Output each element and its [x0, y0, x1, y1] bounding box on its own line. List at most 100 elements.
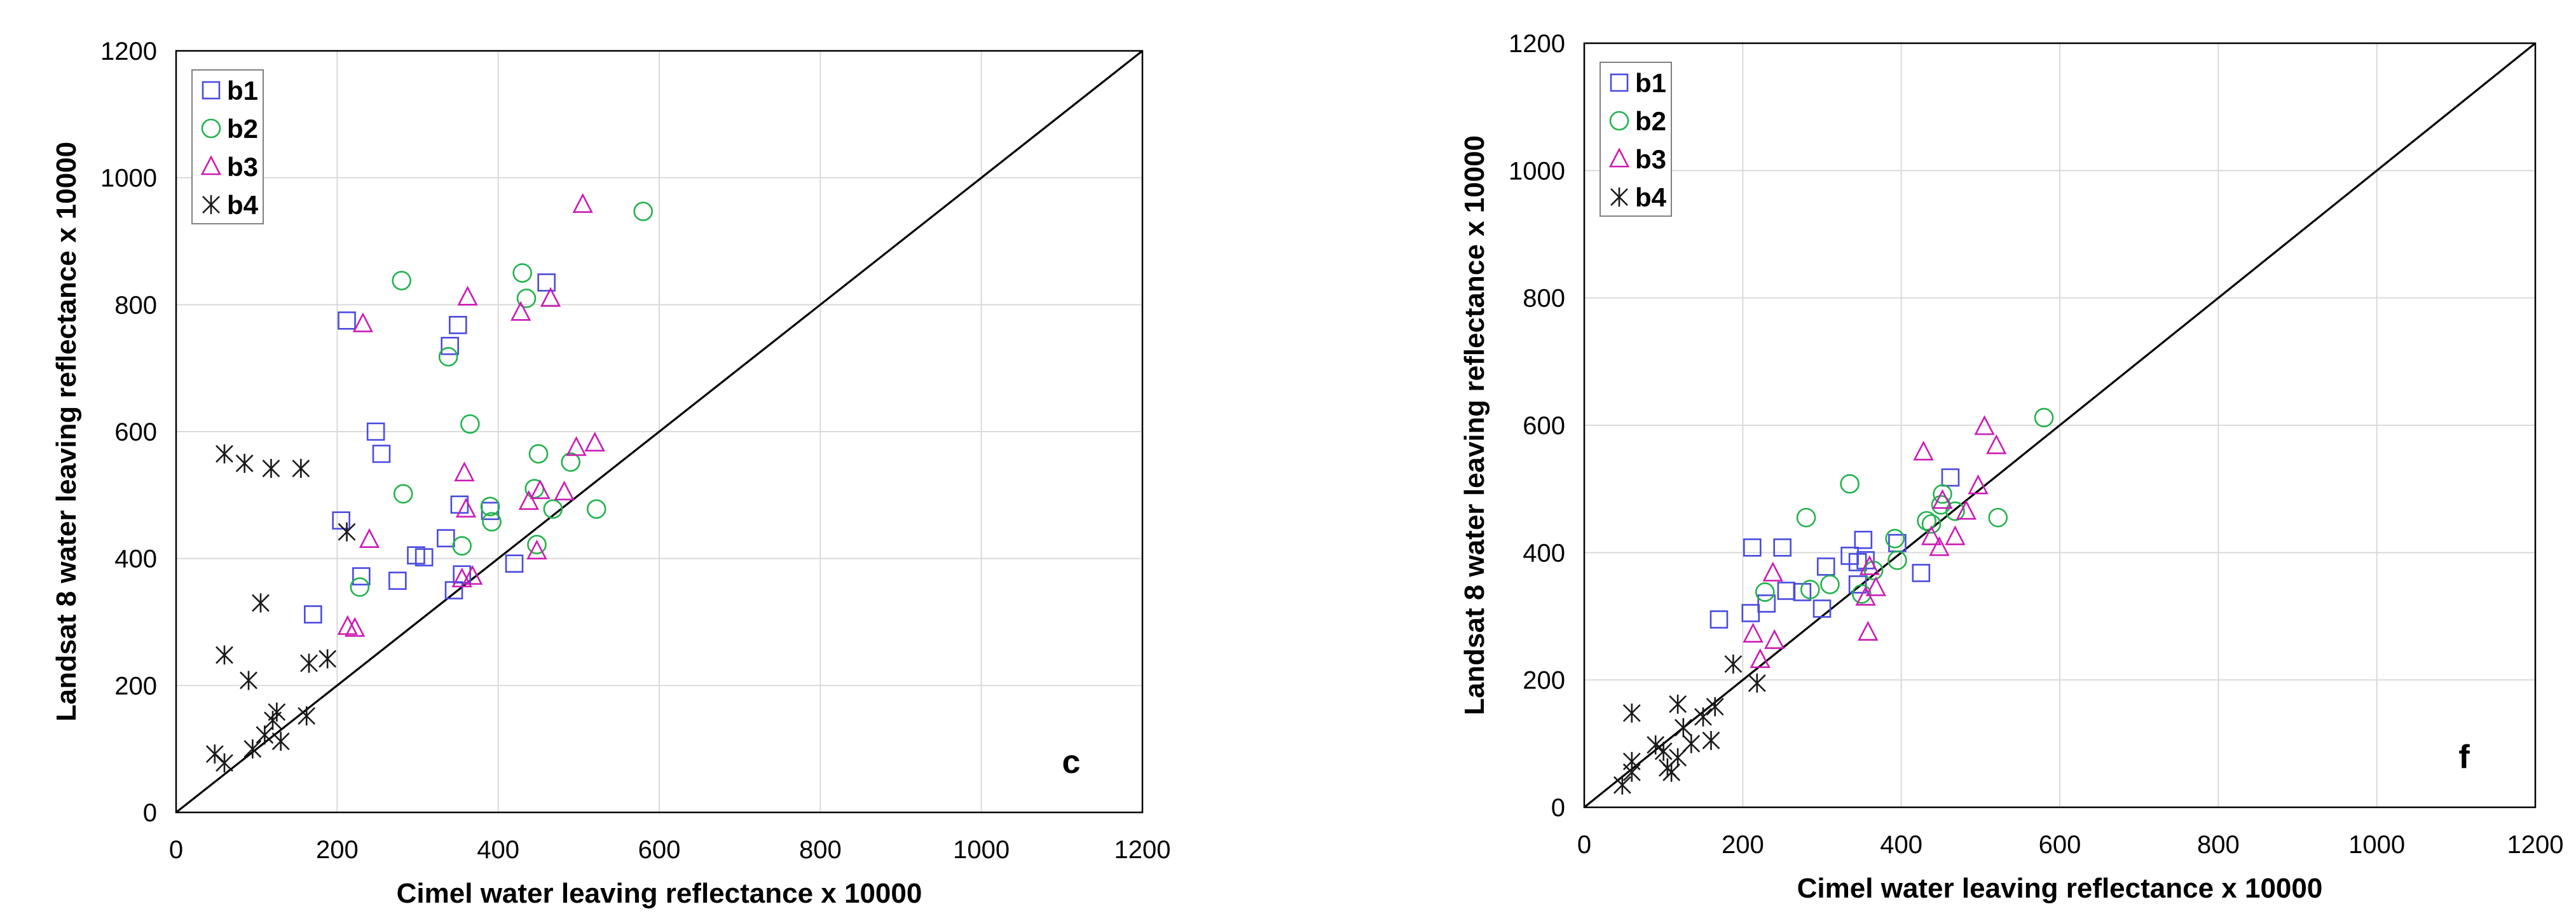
panel-label: c — [1062, 744, 1081, 781]
data-point-b1 — [1741, 604, 1760, 622]
data-point-b4 — [252, 593, 270, 613]
data-point-b4 — [1724, 654, 1743, 674]
legend: b1 b2 b3 b4 — [1600, 62, 1672, 217]
legend-marker-b1 — [202, 81, 221, 100]
data-point-b4 — [268, 702, 286, 722]
data-point-b3 — [1913, 441, 1934, 461]
data-point-b2 — [543, 499, 563, 519]
data-point-b4 — [216, 753, 233, 773]
data-point-b2 — [1917, 510, 1936, 531]
y-tick-label: 1000 — [100, 165, 157, 193]
data-point-b1 — [1773, 538, 1792, 557]
y-tick-label: 200 — [114, 672, 157, 700]
data-point-b1 — [449, 315, 467, 334]
data-point-b1 — [1743, 538, 1762, 557]
y-tick-label: 1200 — [1509, 30, 1565, 58]
data-point-b3 — [526, 539, 547, 559]
data-point-b1 — [1941, 468, 1960, 487]
x-tick-label: 200 — [316, 836, 359, 864]
data-point-b1 — [1757, 594, 1776, 613]
data-point-b3 — [518, 489, 539, 510]
data-point-b3 — [566, 436, 587, 456]
x-tick-label: 0 — [1577, 831, 1591, 859]
y-tick-label: 800 — [114, 291, 157, 319]
y-tick-label: 600 — [1523, 412, 1565, 440]
data-point-b3 — [584, 432, 605, 452]
data-point-b2 — [1852, 584, 1872, 604]
data-point-b1 — [414, 548, 434, 566]
data-point-b2 — [1921, 514, 1942, 534]
data-point-b4 — [319, 649, 337, 669]
data-point-b2 — [1800, 580, 1820, 599]
data-point-b2 — [1887, 550, 1907, 570]
data-point-b3 — [1858, 620, 1879, 641]
data-point-b3 — [455, 497, 477, 518]
data-point-b2 — [1885, 528, 1905, 549]
legend-marker-b2 — [201, 118, 221, 139]
data-point-b3 — [510, 301, 531, 321]
data-point-b1 — [537, 273, 556, 292]
legend-label-b3: b3 — [1635, 144, 1666, 174]
data-point-b4 — [1702, 730, 1720, 750]
data-point-b2 — [1945, 501, 1965, 521]
data-point-b2 — [482, 512, 502, 532]
x-tick-label: 800 — [799, 836, 842, 864]
data-point-b1 — [441, 336, 459, 355]
data-point-b2 — [1796, 507, 1816, 528]
data-point-b1 — [1816, 557, 1835, 576]
data-point-b1 — [304, 605, 322, 624]
data-point-b2 — [480, 496, 500, 517]
legend-marker-b1 — [1610, 73, 1629, 92]
panel-label: f — [2458, 739, 2470, 776]
data-point-b2 — [561, 452, 580, 472]
data-point-b3 — [1986, 434, 2007, 455]
plot-border — [1583, 42, 2537, 809]
x-tick-label: 600 — [638, 836, 681, 864]
data-point-b2 — [633, 202, 653, 221]
data-point-b2 — [1988, 507, 2008, 528]
data-point-b2 — [516, 289, 537, 308]
legend-label-b1: b1 — [227, 76, 258, 106]
x-tick-label: 1200 — [1114, 836, 1171, 864]
scatter-panel-c: 0 200 400 600 800 1000 1200 0 200 400 600 800 1000 12… — [51, 38, 1170, 909]
data-point-b1 — [388, 571, 407, 590]
data-point-b1 — [1709, 610, 1729, 629]
legend-label-b4: b4 — [227, 190, 259, 220]
data-point-b3 — [457, 285, 478, 306]
y-tick-label: 400 — [114, 545, 157, 573]
data-point-b3 — [1945, 525, 1966, 545]
data-point-b4 — [300, 653, 318, 673]
data-point-b4 — [271, 732, 290, 751]
legend-marker-b3 — [200, 155, 222, 175]
series-b2 — [1755, 407, 2054, 604]
data-point-b3 — [1750, 648, 1771, 668]
legend-label-b4: b4 — [1635, 182, 1667, 212]
plot-border — [175, 50, 1144, 814]
x-tick-label: 600 — [2039, 831, 2081, 859]
data-point-b2 — [438, 346, 458, 367]
data-point-b3 — [352, 312, 374, 332]
data-point-b4 — [235, 453, 254, 473]
x-tick-label: 1200 — [2507, 831, 2564, 859]
data-point-b3 — [1865, 576, 1886, 596]
data-point-b3 — [530, 479, 551, 500]
data-point-b2 — [393, 484, 413, 504]
legend-marker-b3 — [1608, 147, 1630, 168]
y-tick-label: 600 — [114, 418, 157, 446]
x-tick-label: 800 — [2197, 831, 2240, 859]
x-tick-label: 400 — [477, 836, 519, 864]
data-point-b3 — [540, 287, 561, 307]
data-point-b3 — [1762, 561, 1783, 582]
data-point-b3 — [1929, 536, 1950, 556]
x-tick-label: 200 — [1722, 831, 1764, 859]
y-axis-title: Landsat 8 water leaving reflectance x 10… — [1459, 135, 1490, 715]
x-tick-label: 400 — [1880, 831, 1922, 859]
data-point-b2 — [1863, 561, 1884, 580]
legend-marker-b2 — [1609, 111, 1629, 131]
x-tick-label: 1000 — [2348, 831, 2405, 859]
x-tick-label: 1000 — [953, 836, 1010, 864]
data-point-b3 — [1974, 415, 1995, 435]
data-point-b2 — [1820, 575, 1840, 594]
data-point-b3 — [572, 193, 593, 213]
